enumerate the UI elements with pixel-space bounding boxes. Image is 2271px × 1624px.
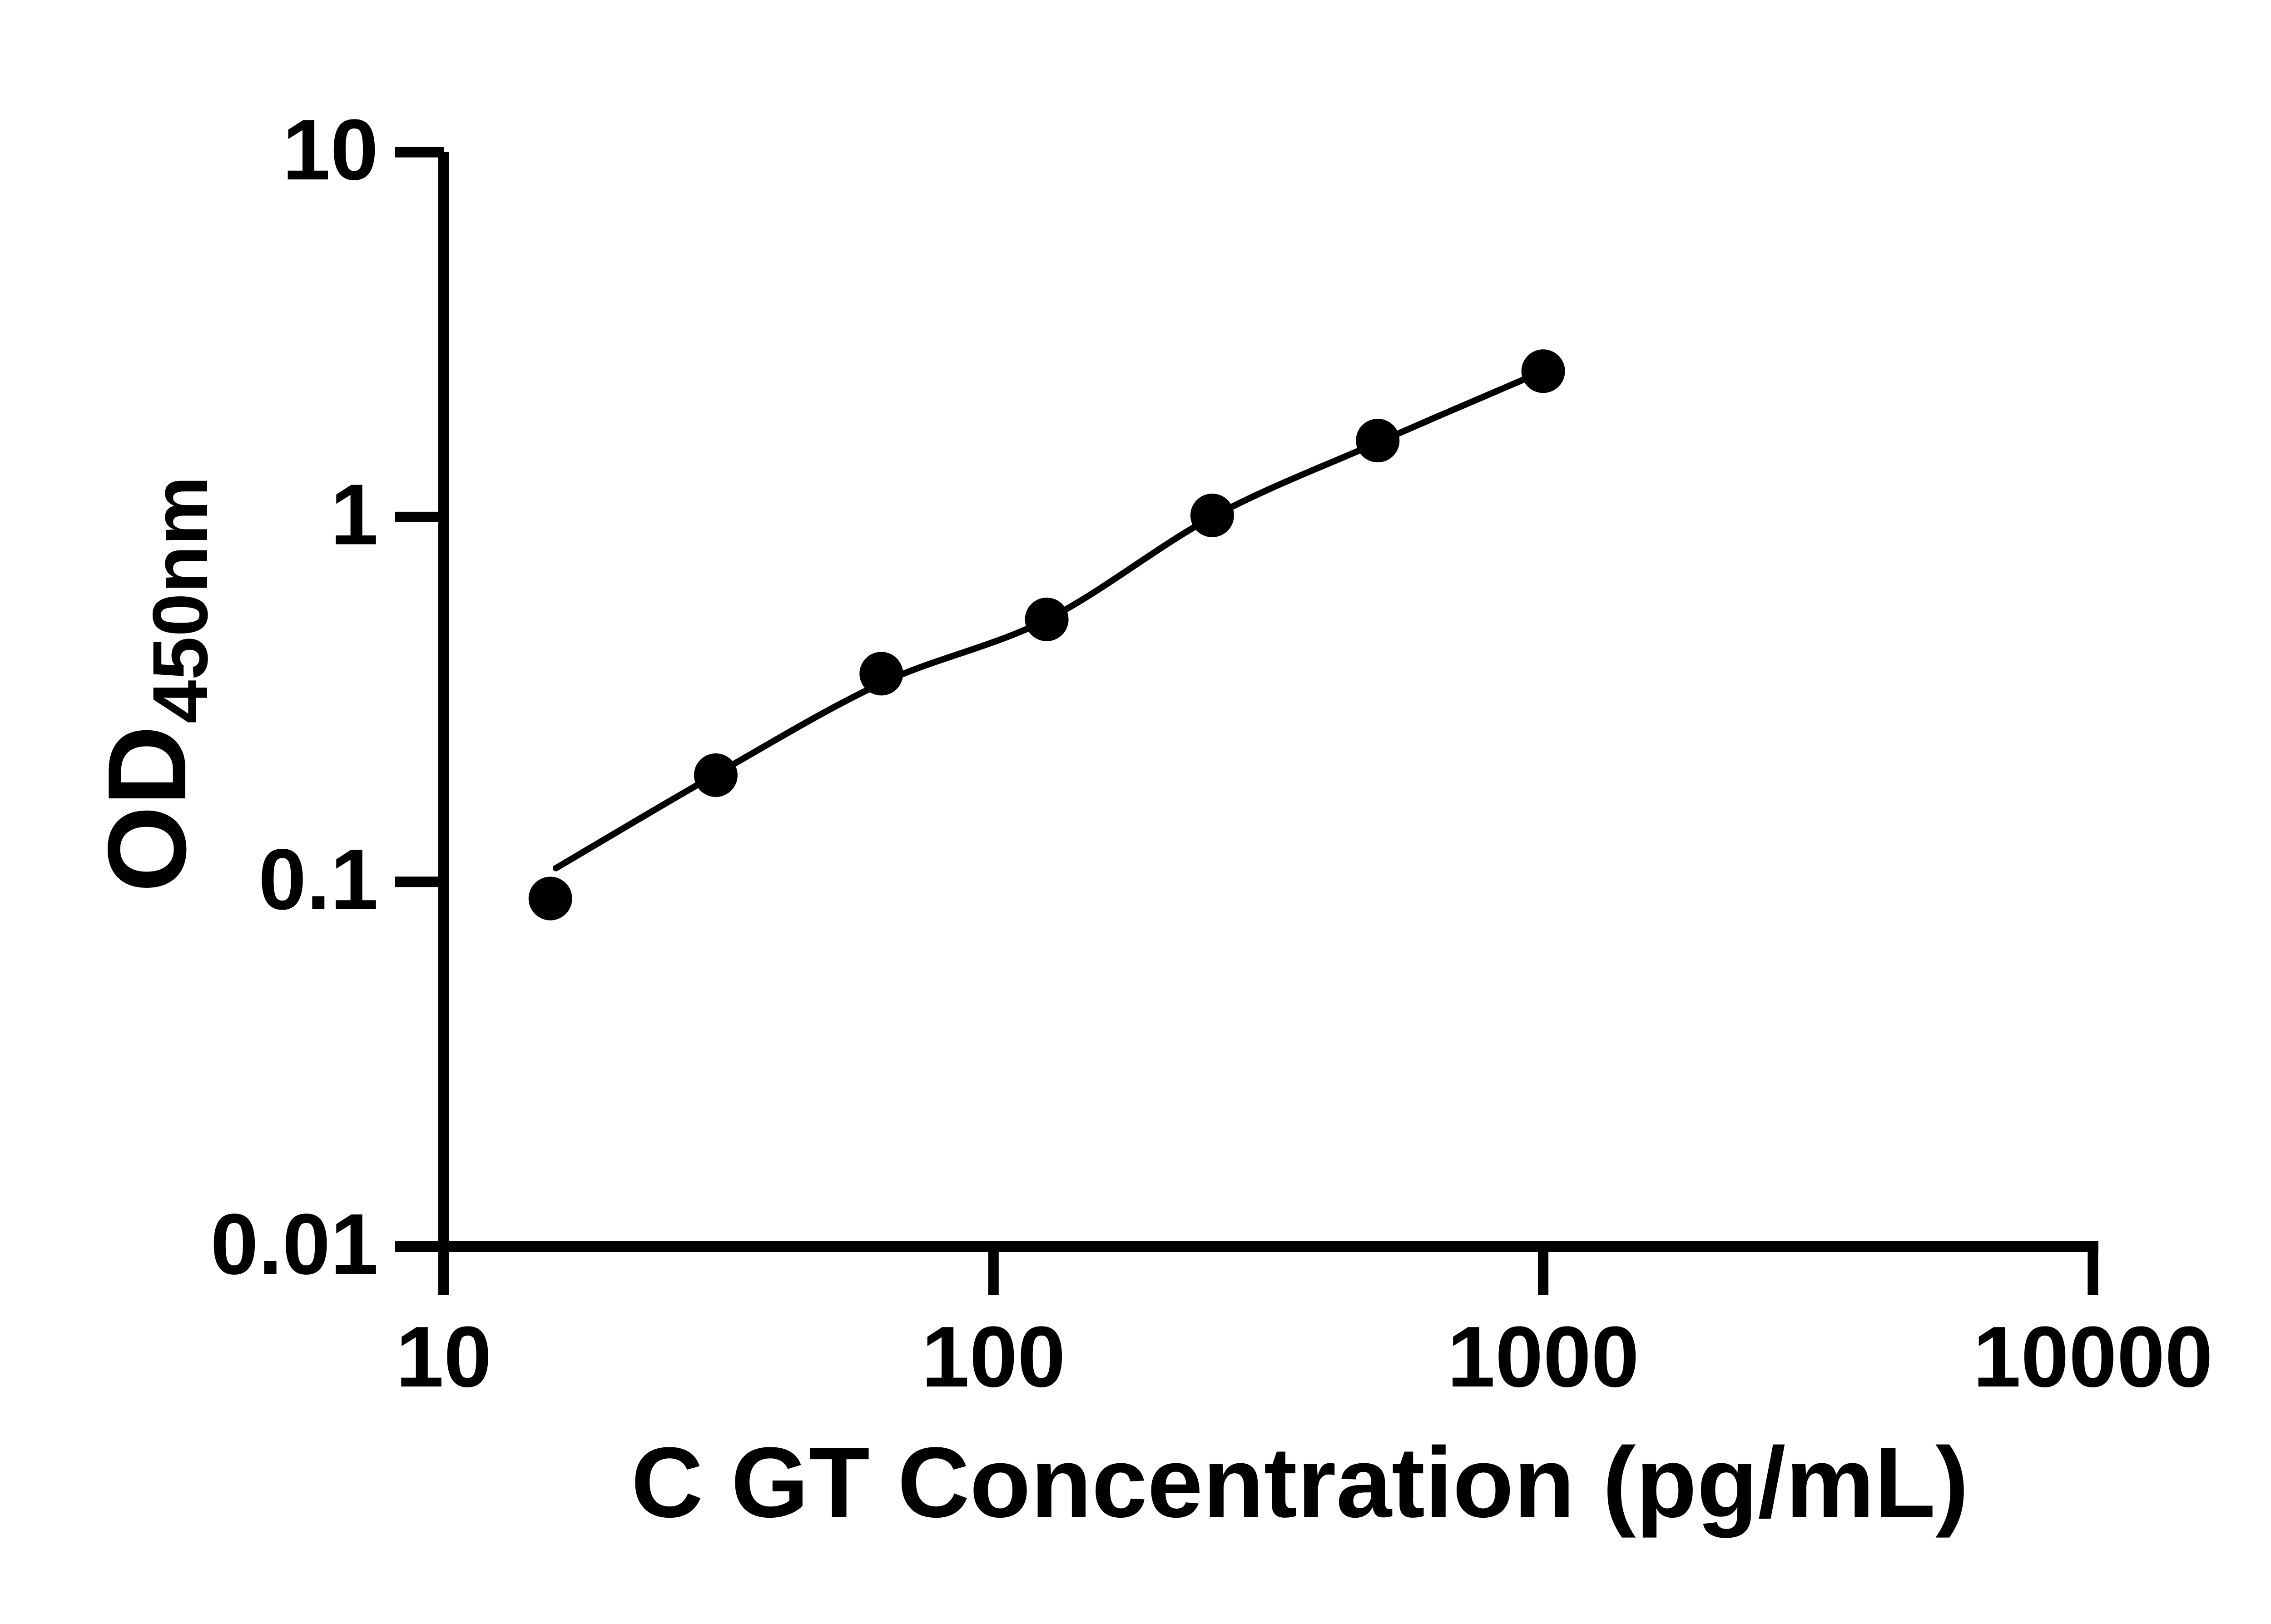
x-tick-label: 10 [396,1309,491,1405]
x-axis-tick-labels: 10 100 1000 10000 [396,1309,2213,1405]
y-tick-label: 0.01 [210,1196,378,1292]
x-tick-label: 1000 [1447,1309,1639,1405]
x-axis-title: C GT Concentration (pg/mL) [631,1426,1969,1538]
y-axis-ticks [395,147,444,1252]
data-point-marker [1190,493,1234,537]
y-axis-title: OD 450nm [84,476,224,892]
data-point-marker [1025,597,1069,641]
data-point-marker [1521,349,1565,393]
x-tick-label: 100 [922,1309,1066,1405]
y-axis-tick-labels: 10 1 0.1 0.01 [210,102,378,1292]
y-tick-label: 1 [330,466,378,563]
y-tick-label: 0.1 [258,832,378,928]
x-axis-ticks [438,1247,2098,1295]
data-point-marker [694,753,738,797]
y-tick-label: 10 [283,102,378,198]
y-axis-title-main: OD [84,726,209,893]
data-point-series [528,349,1565,921]
y-axis-title-sub: 450nm [137,476,224,723]
data-point-marker [1356,419,1400,463]
data-point-marker [859,652,903,696]
x-tick-label: 10000 [1973,1309,2213,1405]
data-point-marker [528,876,572,921]
